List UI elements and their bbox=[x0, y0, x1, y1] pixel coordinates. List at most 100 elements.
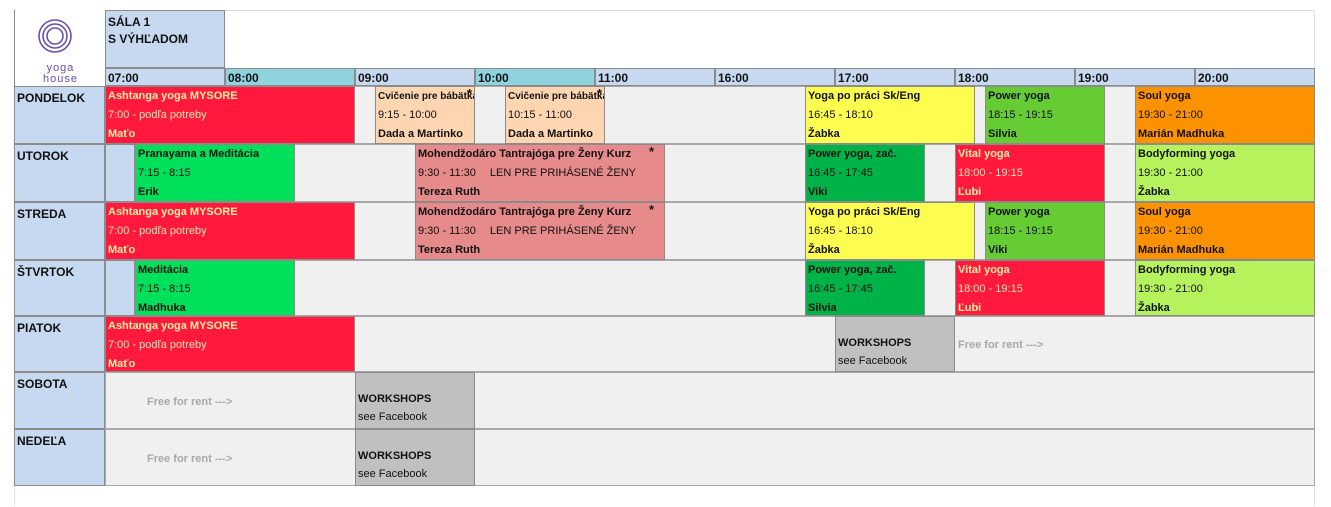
class-title: Soul yoga bbox=[1138, 90, 1191, 102]
class-block[interactable]: Power yoga, zač. 16:45 - 17:45 Viki bbox=[805, 144, 925, 202]
class-block[interactable]: Meditácia 7:15 - 8:15 Madhuka bbox=[135, 260, 295, 316]
day-label-wednesday: STREDA bbox=[14, 202, 105, 260]
workshops-block[interactable]: WORKSHOPS see Facebook bbox=[355, 372, 475, 429]
class-instructor: Maťo bbox=[108, 244, 136, 256]
class-instructor: Maťo bbox=[108, 358, 136, 370]
grid-line bbox=[14, 486, 15, 506]
day-label-tuesday: UTOROK bbox=[14, 144, 105, 202]
class-time: 18:15 - 19:15 bbox=[988, 109, 1053, 121]
class-block[interactable]: Vital yoga 18:00 - 19:15 Ľubi bbox=[955, 260, 1105, 316]
row-bg-sunday bbox=[105, 429, 1315, 486]
empty-cell bbox=[105, 260, 135, 316]
class-block[interactable]: * Mohendžodáro Tantrajóga pre Ženy Kurz … bbox=[415, 144, 665, 202]
class-block[interactable]: Yoga po práci Sk/Eng 16:45 - 18:10 Žabka bbox=[805, 86, 975, 144]
class-instructor: Dada a Martinko bbox=[508, 128, 593, 140]
class-instructor: Žabka bbox=[808, 128, 840, 140]
yoga-house-logo: yoga house bbox=[14, 10, 105, 86]
class-instructor: Erik bbox=[138, 186, 159, 198]
class-block[interactable]: Soul yoga 19:30 - 21:00 Marián Madhuka bbox=[1135, 202, 1315, 260]
time-header-2000: 20:00 bbox=[1195, 68, 1315, 86]
class-time: 19:30 - 21:00 bbox=[1138, 283, 1203, 295]
asterisk-marker: * bbox=[596, 86, 602, 101]
time-header-0700: 07:00 bbox=[105, 68, 225, 86]
class-title: Power yoga bbox=[988, 206, 1050, 218]
class-instructor: Silvia bbox=[808, 302, 837, 314]
workshops-subtitle: see Facebook bbox=[838, 355, 908, 367]
class-block[interactable]: Soul yoga 19:30 - 21:00 Marián Madhuka bbox=[1135, 86, 1315, 144]
workshops-subtitle: see Facebook bbox=[358, 468, 428, 480]
class-instructor: Marián Madhuka bbox=[1138, 128, 1225, 140]
class-block[interactable]: * Mohendžodáro Tantrajóga pre Ženy Kurz … bbox=[415, 202, 665, 260]
class-title: Yoga po práci Sk/Eng bbox=[808, 90, 921, 102]
class-block[interactable]: Bodyforming yoga 19:30 - 21:00 Žabka bbox=[1135, 144, 1315, 202]
class-time: 16:45 - 18:10 bbox=[808, 225, 873, 237]
class-time: 10:15 - 11:00 bbox=[508, 109, 573, 121]
class-title: Mohendžodáro Tantrajóga pre Ženy Kurz bbox=[418, 148, 632, 160]
class-block[interactable]: Ashtanga yoga MYSORE 7:00 - podľa potreb… bbox=[105, 316, 355, 372]
class-block[interactable]: * Cvičenie pre bábätká 10:15 - 11:00 Dad… bbox=[505, 86, 605, 144]
class-time: 7:00 - podľa potreby bbox=[108, 109, 207, 121]
class-block[interactable]: * Cvičenie pre bábätká 9:15 - 10:00 Dada… bbox=[375, 86, 475, 144]
logo-text-house: house bbox=[43, 73, 78, 85]
class-title: Vital yoga bbox=[958, 264, 1010, 276]
class-block[interactable]: Yoga po práci Sk/Eng 16:45 - 18:10 Žabka bbox=[805, 202, 975, 260]
time-header-1600: 16:00 bbox=[715, 68, 835, 86]
top-border bbox=[14, 10, 1314, 11]
day-label-monday: PONDELOK bbox=[14, 86, 105, 144]
workshops-title: WORKSHOPS bbox=[358, 450, 432, 462]
class-instructor: Ľubi bbox=[958, 186, 982, 198]
day-label-thursday: ŠTVRTOK bbox=[14, 260, 105, 316]
class-instructor: Žabka bbox=[808, 244, 840, 256]
class-block[interactable]: Power yoga 18:15 - 19:15 Silvia bbox=[985, 86, 1105, 144]
class-block[interactable]: Power yoga, zač. 16:45 - 17:45 Silvia bbox=[805, 260, 925, 316]
class-block[interactable]: Vital yoga 18:00 - 19:15 Ľubi bbox=[955, 144, 1105, 202]
workshops-block[interactable]: WORKSHOPS see Facebook bbox=[835, 316, 955, 372]
class-instructor: Tereza Ruth bbox=[418, 244, 481, 256]
class-title: Vital yoga bbox=[958, 148, 1010, 160]
class-title: Bodyforming yoga bbox=[1138, 148, 1236, 160]
workshops-title: WORKSHOPS bbox=[358, 393, 432, 405]
class-instructor: Marián Madhuka bbox=[1138, 244, 1225, 256]
class-instructor: Žabka bbox=[1138, 302, 1170, 314]
class-title: Power yoga bbox=[988, 90, 1050, 102]
class-title: Power yoga, zač. bbox=[808, 264, 897, 276]
asterisk-marker: * bbox=[648, 202, 654, 217]
class-title: Mohendžodáro Tantrajóga pre Ženy Kurz bbox=[418, 206, 632, 218]
class-time: 18:15 - 19:15 bbox=[988, 225, 1053, 237]
class-instructor: Žabka bbox=[1138, 186, 1170, 198]
day-label-sunday: NEDEĽA bbox=[14, 429, 105, 486]
class-time-row: 9:30 - 11:30 LEN PRE PRIHÁSENÉ ŽENY bbox=[418, 224, 664, 243]
class-instructor: Viki bbox=[988, 244, 1008, 256]
workshops-block[interactable]: WORKSHOPS see Facebook bbox=[355, 429, 475, 486]
class-time: 9:15 - 10:00 bbox=[378, 109, 437, 121]
row-bg-tuesday bbox=[105, 144, 1315, 202]
class-time: 7:00 - podľa potreby bbox=[108, 225, 207, 237]
time-header-1700: 17:00 bbox=[835, 68, 955, 86]
class-time: 9:30 - 11:30 bbox=[418, 225, 476, 237]
class-time: 16:45 - 17:45 bbox=[808, 167, 873, 179]
class-block[interactable]: Pranayama a Meditácia 7:15 - 8:15 Erik bbox=[135, 144, 295, 202]
class-note: LEN PRE PRIHÁSENÉ ŽENY bbox=[489, 225, 636, 237]
class-title: Ashtanga yoga MYSORE bbox=[108, 320, 238, 332]
empty-cell bbox=[105, 144, 135, 202]
time-header-1100: 11:00 bbox=[595, 68, 715, 86]
time-header-1800: 18:00 bbox=[955, 68, 1075, 86]
time-header-1000: 10:00 bbox=[475, 68, 595, 86]
class-time: 9:30 - 11:30 bbox=[418, 167, 476, 179]
class-block[interactable]: Ashtanga yoga MYSORE 7:00 - podľa potreb… bbox=[105, 202, 355, 260]
class-time-row: 9:30 - 11:30 LEN PRE PRIHÁSENÉ ŽENY bbox=[418, 166, 664, 185]
room-subtitle: S VÝHĽADOM bbox=[108, 32, 189, 46]
room-name: SÁLA 1 bbox=[108, 15, 151, 29]
class-block[interactable]: Ashtanga yoga MYSORE 7:00 - podľa potreb… bbox=[105, 86, 355, 144]
class-time: 7:15 - 8:15 bbox=[138, 167, 191, 179]
class-block[interactable]: Power yoga 18:15 - 19:15 Viki bbox=[985, 202, 1105, 260]
class-block[interactable]: Bodyforming yoga 19:30 - 21:00 Žabka bbox=[1135, 260, 1315, 316]
class-title: Soul yoga bbox=[1138, 206, 1191, 218]
free-for-rent-label: Free for rent ---> bbox=[147, 396, 233, 408]
row-bg-thursday bbox=[105, 260, 1315, 316]
time-header-0800: 08:00 bbox=[225, 68, 355, 86]
workshops-subtitle: see Facebook bbox=[358, 411, 428, 423]
class-time: 19:30 - 21:00 bbox=[1138, 167, 1203, 179]
day-label-friday: PIATOK bbox=[14, 316, 105, 372]
class-instructor: Dada a Martinko bbox=[378, 128, 463, 140]
